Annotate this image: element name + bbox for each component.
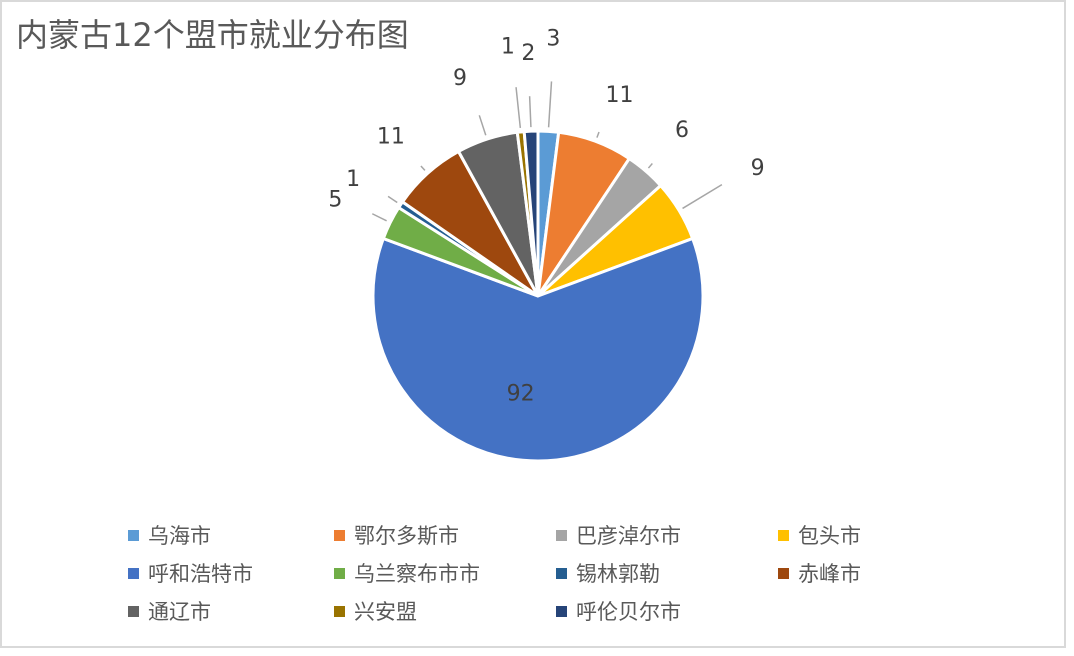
legend-item: 通辽市 <box>128 596 334 626</box>
legend-label: 鄂尔多斯市 <box>354 524 459 548</box>
data-label: 3 <box>546 26 560 51</box>
legend-swatch <box>128 529 139 541</box>
legend-label: 呼伦贝尔市 <box>576 600 681 624</box>
legend-swatch <box>778 567 789 579</box>
data-label: 92 <box>507 381 535 406</box>
legend-item: 赤峰市 <box>778 558 948 588</box>
data-label: 5 <box>328 187 342 212</box>
legend-item: 包头市 <box>778 520 948 550</box>
legend-label: 锡林郭勒 <box>576 562 660 586</box>
leader-line <box>528 96 532 128</box>
legend-label: 巴彦淖尔市 <box>576 524 681 548</box>
legend-label: 赤峰市 <box>798 562 861 586</box>
data-label: 1 <box>346 167 360 192</box>
legend-item: 巴彦淖尔市 <box>556 520 778 550</box>
pie-slice <box>371 236 705 463</box>
legend-item: 乌兰察布市市 <box>334 558 556 588</box>
leader-line <box>547 81 553 128</box>
leader-line <box>387 195 398 204</box>
data-label: 9 <box>453 66 467 91</box>
data-label: 11 <box>605 83 633 108</box>
data-label: 6 <box>675 118 689 143</box>
legend-item: 乌海市 <box>128 520 334 550</box>
leader-line <box>420 165 426 171</box>
leader-line <box>478 115 487 136</box>
leader-line <box>647 163 653 169</box>
leader-line <box>682 183 723 210</box>
legend-swatch <box>128 567 139 579</box>
legend-item: 兴安盟 <box>334 596 556 626</box>
leader-line <box>371 213 387 222</box>
legend-label: 呼和浩特市 <box>148 562 253 586</box>
legend-item: 鄂尔多斯市 <box>334 520 556 550</box>
pie-slice <box>522 129 540 297</box>
data-label: 9 <box>751 156 765 181</box>
legend-label: 乌海市 <box>148 524 211 548</box>
leader-line <box>596 131 600 138</box>
legend-item: 锡林郭勒 <box>556 558 778 588</box>
data-label: 2 <box>521 41 535 66</box>
legend-swatch <box>334 567 345 579</box>
legend-swatch <box>334 605 345 617</box>
chart-title: 内蒙古12个盟市就业分布图 <box>16 16 409 54</box>
legend-label: 乌兰察布市市 <box>354 562 480 586</box>
chart-legend: 乌海市 鄂尔多斯市 巴彦淖尔市 包头市呼和浩特市 乌兰察布市市 锡林郭勒 赤峰市通辽市 兴安盟… <box>128 520 948 626</box>
legend-swatch <box>334 529 345 541</box>
legend-label: 包头市 <box>798 524 861 548</box>
legend-swatch <box>556 529 567 541</box>
legend-item: 呼和浩特市 <box>128 558 334 588</box>
data-label: 11 <box>377 125 405 150</box>
legend-swatch <box>556 605 567 617</box>
legend-item: 呼伦贝尔市 <box>556 596 778 626</box>
legend-label: 兴安盟 <box>354 600 417 624</box>
leader-line <box>515 87 522 129</box>
legend-label: 通辽市 <box>148 600 211 624</box>
legend-swatch <box>128 605 139 617</box>
legend-swatch <box>778 529 789 541</box>
data-label: 1 <box>501 34 515 59</box>
legend-swatch <box>556 567 567 579</box>
